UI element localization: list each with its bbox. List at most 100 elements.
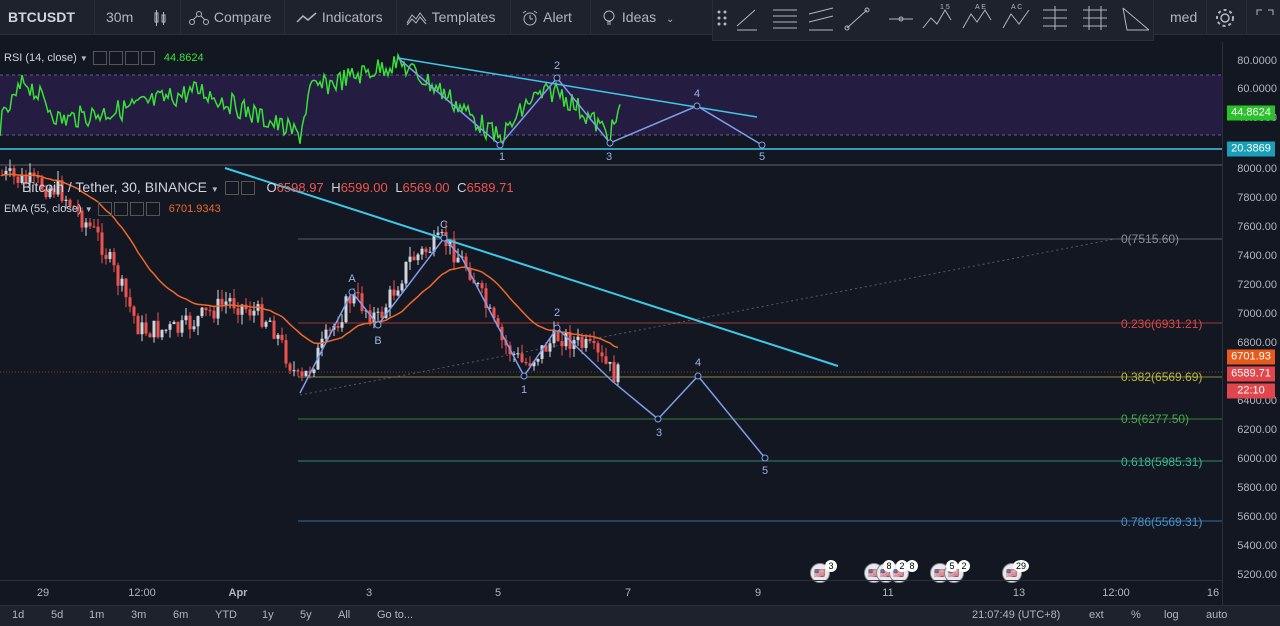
candle-body [96, 226, 100, 233]
rsi-wave-point[interactable] [758, 141, 766, 149]
rsi-wave-point[interactable] [553, 74, 561, 82]
main-trend-line[interactable] [224, 167, 839, 367]
time-tick: 13 [1012, 587, 1026, 599]
time-axis[interactable]: 29 12:00 Apr 3 5 7 9 11 13 12:00 16 [0, 580, 1222, 606]
range-button-6m[interactable]: 6m [173, 609, 189, 621]
candle-body [216, 298, 220, 319]
candle-body [136, 315, 140, 335]
rsi-wave-label: 1 [498, 151, 506, 163]
rsi-wave-point[interactable] [606, 139, 614, 147]
candle-body [488, 307, 492, 309]
alert-button[interactable]: Alert [520, 0, 572, 34]
chevron-down-icon[interactable]: ▼ [210, 185, 219, 194]
range-button-3m[interactable]: 3m [131, 609, 147, 621]
drawing-toolbar: 1 5 A E A C [712, 0, 1154, 41]
goto-button[interactable]: Go to... [377, 609, 414, 621]
range-button-5d[interactable]: 5d [51, 609, 64, 621]
wave-point[interactable] [761, 454, 769, 462]
settings-small-icon[interactable] [92, 51, 107, 65]
candles-chart-type-button[interactable] [152, 0, 168, 34]
price-tick: 6000.00 [1237, 453, 1277, 465]
candle-body [176, 322, 180, 333]
triangle-pattern-icon[interactable] [1122, 7, 1150, 31]
elliott-correction-icon[interactable]: A C [1002, 4, 1030, 29]
wave-label-c: C [440, 219, 448, 231]
rsi-wave-point[interactable] [693, 102, 701, 110]
settings-small-icon[interactable] [240, 181, 255, 196]
templates-button[interactable]: Templates [406, 0, 495, 34]
layout-name-button[interactable]: med [1170, 9, 1198, 25]
brush-icon[interactable] [736, 9, 757, 31]
rsi-wave-point[interactable] [496, 141, 504, 149]
candle-body [400, 283, 404, 291]
candle-body [448, 239, 452, 247]
toolbar-divider [590, 0, 591, 34]
chevron-down-icon[interactable]: ▼ [84, 204, 93, 214]
extended-hours-toggle[interactable]: ext [1089, 609, 1104, 621]
drag-handle-icon[interactable] [717, 10, 727, 26]
candle-body [604, 356, 608, 364]
trend-line-icon[interactable] [844, 7, 870, 31]
close-small-icon[interactable] [145, 202, 160, 216]
wave-point[interactable] [694, 372, 702, 380]
fib-trend-line[interactable] [299, 238, 1116, 396]
candle-body [440, 232, 444, 234]
percent-scale-toggle[interactable]: % [1131, 609, 1141, 621]
rsi-title[interactable]: RSI (14, close) [4, 51, 77, 64]
wave-point[interactable] [520, 372, 528, 380]
close-small-icon[interactable] [140, 51, 155, 65]
range-button-all[interactable]: All [338, 609, 351, 621]
fib-extension-icon[interactable] [1083, 6, 1107, 30]
candle-body [8, 168, 12, 171]
wave-point[interactable] [440, 234, 448, 242]
auto-scale-toggle[interactable]: auto [1206, 609, 1228, 621]
candle-body [312, 369, 316, 374]
wave-point[interactable] [553, 324, 561, 332]
symbol-search[interactable]: BTCUSDT [8, 9, 75, 25]
chevron-down-icon[interactable]: ▼ [79, 53, 88, 63]
candle-body [76, 206, 80, 211]
candle-body [420, 248, 424, 255]
range-button-1y[interactable]: 1y [262, 609, 274, 621]
rsi-tick-60: 60.0000 [1237, 83, 1277, 95]
fib-retracement-icon[interactable] [1043, 6, 1067, 30]
range-button-5y[interactable]: 5y [300, 609, 312, 621]
elliott-impulse-icon[interactable]: 1 5 [922, 4, 952, 29]
candle-body [288, 363, 292, 371]
interval-button[interactable]: 30m [106, 9, 134, 25]
settings-small-icon[interactable] [113, 202, 128, 216]
compare-button[interactable]: Compare [188, 0, 271, 34]
wave-point[interactable] [654, 415, 662, 423]
price-tick: 5600.00 [1237, 511, 1277, 523]
settings-small-icon[interactable] [224, 181, 239, 196]
fullscreen-button[interactable] [1256, 0, 1274, 34]
range-button-ytd[interactable]: YTD [215, 609, 237, 621]
indicators-button[interactable]: Indicators [296, 0, 383, 34]
chart-canvas[interactable] [0, 0, 1222, 580]
range-button-1m[interactable]: 1m [89, 609, 105, 621]
wave-point[interactable] [348, 288, 356, 296]
clock-timezone-button[interactable]: 21:07:49 (UTC+8) [972, 609, 1061, 621]
settings-small-icon[interactable] [108, 51, 123, 65]
wave-point[interactable] [374, 321, 382, 329]
add-small-icon[interactable] [129, 202, 144, 216]
candle-body [68, 199, 72, 206]
ema-title[interactable]: EMA (55, close) [4, 202, 82, 215]
settings-small-icon[interactable] [97, 202, 112, 216]
time-tick: 3 [365, 587, 373, 599]
ideas-button[interactable]: Ideas ⌄ [600, 0, 674, 34]
price-axis[interactable]: 80.0000 60.0000 40.0000 8000.00 7800.00 … [1222, 42, 1280, 605]
channel-icon[interactable] [808, 7, 834, 31]
settings-button[interactable] [1214, 0, 1236, 34]
elliott-triangle-icon[interactable]: A E [962, 4, 992, 29]
horizontal-line-icon[interactable] [889, 16, 913, 22]
log-scale-toggle[interactable]: log [1164, 609, 1179, 621]
candle-body [180, 320, 184, 333]
parallel-lines-icon[interactable] [773, 9, 797, 29]
add-small-icon[interactable] [124, 51, 139, 65]
range-button-1d[interactable]: 1d [12, 609, 25, 621]
candle-body [296, 370, 300, 372]
rsi-elliott-wave[interactable] [397, 57, 763, 147]
wave-label-b: B [374, 335, 382, 347]
main-series-title[interactable]: Bitcoin / Tether, 30, BINANCE [22, 179, 207, 195]
